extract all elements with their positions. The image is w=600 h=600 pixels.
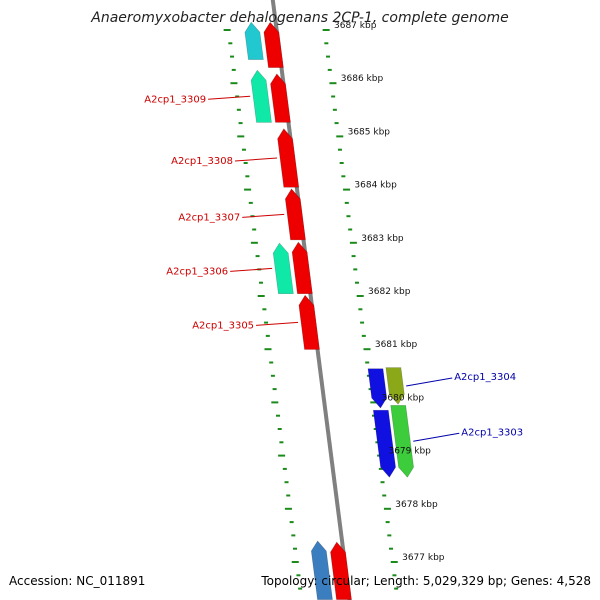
gene-arrow <box>250 69 272 123</box>
gene-arrow <box>284 188 306 241</box>
gene-arrow <box>277 128 300 188</box>
gene-arrow <box>367 368 388 409</box>
gene-label-leader <box>256 321 299 326</box>
kbp-label: 3683 kbp <box>361 234 404 244</box>
position-labels: 3687 kbp 3686 kbp 3685 kbp 3684 kbp 3683 kbp… <box>334 21 445 563</box>
kbp-label: 3681 kbp <box>375 340 418 350</box>
gene-arrow <box>291 241 313 295</box>
gene-arrow <box>390 405 414 478</box>
kbp-label: 3684 kbp <box>354 181 397 191</box>
gene-arrow <box>263 21 284 68</box>
gene-label: A2cp1_3309 <box>144 94 206 105</box>
tick-marks <box>223 29 399 590</box>
accession-text: Accession: NC_011891 <box>9 574 146 588</box>
gene-arrow <box>372 409 396 478</box>
kbp-label: 3680 kbp <box>382 393 425 403</box>
gene-label: A2cp1_3306 <box>166 266 228 277</box>
gene-label-leader <box>413 432 460 442</box>
genome-backbone-line <box>270 0 352 600</box>
gene-features <box>244 21 414 600</box>
kbp-label: 3677 kbp <box>402 553 445 563</box>
gene-label: A2cp1_3307 <box>178 212 240 223</box>
gene-arrow <box>244 21 264 60</box>
gene-label-leader <box>406 377 453 387</box>
gene-label-leader <box>230 267 273 272</box>
gene-label: A2cp1_3303 <box>461 427 523 438</box>
kbp-label: 3678 kbp <box>395 500 438 510</box>
kbp-label: 3685 kbp <box>348 127 391 137</box>
gene-arrow <box>330 541 352 600</box>
gene-arrow <box>272 242 294 295</box>
gene-label: A2cp1_3304 <box>454 372 516 383</box>
gene-label: A2cp1_3308 <box>171 156 233 167</box>
genome-info-text: Topology: circular; Length: 5,029,329 bp… <box>261 574 591 588</box>
backbone <box>270 0 352 600</box>
gene-label-leader <box>234 157 278 162</box>
gene-arrow <box>310 540 333 600</box>
kbp-label: 3682 kbp <box>368 287 411 297</box>
page-title: Anaeromyxobacter dehalogenans 2CP-1, com… <box>91 10 509 26</box>
gene-labels: A2cp1_3309 A2cp1_3308 A2cp1_3307 A2cp1_3306… <box>144 94 523 442</box>
kbp-label: 3686 kbp <box>341 74 384 84</box>
gene-arrow <box>385 367 405 405</box>
gene-arrow <box>298 294 320 350</box>
kbp-label: 3687 kbp <box>334 21 377 31</box>
gene-label-leader <box>242 213 285 218</box>
gene-arrow <box>270 73 291 123</box>
gene-label-leader <box>208 95 251 100</box>
gene-label: A2cp1_3305 <box>192 320 254 331</box>
kbp-label: 3679 kbp <box>388 447 431 457</box>
